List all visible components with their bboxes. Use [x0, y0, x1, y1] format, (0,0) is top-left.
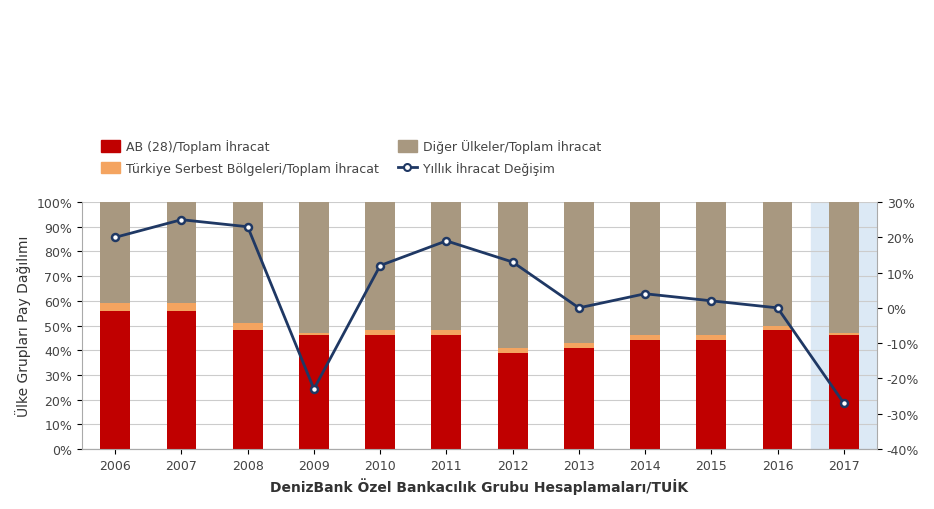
Bar	[299, 333, 329, 336]
X-axis label: DenizBank Özel Bankacılık Grubu Hesaplamaları/TUİK: DenizBank Özel Bankacılık Grubu Hesaplam…	[271, 477, 688, 494]
Bar	[100, 304, 130, 311]
Bar	[365, 203, 395, 331]
Bar	[299, 336, 329, 449]
Legend: AB (28)/Toplam İhracat, Türkiye Serbest Bölgeleri/Toplam İhracat, Diğer Ülkeler/: AB (28)/Toplam İhracat, Türkiye Serbest …	[96, 135, 606, 180]
Bar	[697, 336, 727, 341]
Bar	[697, 341, 727, 449]
Bar	[498, 203, 528, 348]
Bar	[498, 348, 528, 353]
Bar	[564, 203, 594, 343]
Bar	[432, 203, 461, 331]
Bar	[763, 203, 792, 326]
Bar	[630, 341, 660, 449]
Bar	[365, 331, 395, 336]
Bar	[564, 348, 594, 449]
Bar	[100, 203, 130, 304]
Bar	[828, 333, 858, 336]
Bar	[432, 336, 461, 449]
Bar	[811, 203, 880, 449]
Bar	[365, 336, 395, 449]
Y-axis label: Ülke Grupları Pay Dağılımı: Ülke Grupları Pay Dağılımı	[15, 235, 31, 416]
Bar	[100, 311, 130, 449]
Bar	[233, 331, 262, 449]
Bar	[630, 203, 660, 336]
Bar	[299, 203, 329, 333]
Bar	[166, 203, 196, 304]
Bar	[498, 353, 528, 449]
Bar	[828, 203, 858, 333]
Bar	[166, 304, 196, 311]
Bar	[166, 311, 196, 449]
Bar	[697, 203, 727, 336]
Bar	[233, 203, 262, 323]
Bar	[432, 331, 461, 336]
Bar	[763, 326, 792, 331]
Bar	[763, 331, 792, 449]
Bar	[630, 336, 660, 341]
Bar	[828, 336, 858, 449]
Bar	[564, 343, 594, 348]
Bar	[233, 323, 262, 331]
